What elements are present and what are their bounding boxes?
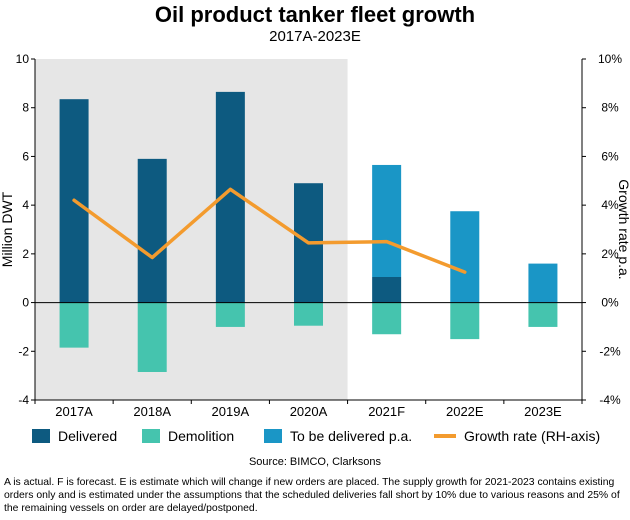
y-tick-label-left: 8	[22, 101, 29, 115]
bar-to-be-delivered	[528, 263, 558, 303]
legend-swatch-delivered	[32, 429, 50, 443]
source-note: Source: BIMCO, Clarksons	[248, 456, 382, 468]
bar-demolition	[59, 302, 89, 348]
legend: Delivered Demolition To be delivered p.a…	[0, 428, 630, 448]
legend-label-demolition: Demolition	[168, 428, 235, 444]
legend-item-growth-rate: Growth rate (RH-axis)	[434, 428, 600, 444]
y-tick-label-right: -2%	[599, 344, 621, 358]
legend-item-delivered: Delivered	[32, 428, 117, 444]
y-tick-label-right: 2%	[601, 247, 619, 261]
growth-rate-point	[385, 240, 388, 243]
bar-demolition	[137, 302, 167, 372]
legend-swatch-to-be-delivered	[264, 429, 282, 443]
bar-to-be-delivered	[372, 164, 402, 277]
y-tick-label-left: 4	[22, 198, 29, 212]
chart-title: Oil product tanker fleet growth	[154, 2, 476, 27]
growth-rate-line	[72, 187, 467, 274]
bar-delivered	[372, 276, 402, 303]
growth-rate-point	[463, 270, 466, 274]
footnote: A is actual. F is forecast. E is estimat…	[4, 477, 620, 514]
y-tick-label-left: 10	[16, 52, 30, 66]
growth-rate-point	[307, 241, 310, 245]
legend-label-growth-rate: Growth rate (RH-axis)	[464, 428, 601, 444]
y-tick-label-right: 6%	[601, 149, 619, 163]
y-tick-label-left: -4	[18, 393, 29, 407]
bar-to-be-delivered	[450, 211, 480, 303]
y-tick-label-right: 0%	[601, 296, 619, 310]
y-tick-label-left: -2	[18, 344, 29, 358]
y-axis-title-right: Growth rate p.a.	[616, 179, 630, 279]
legend-item-demolition: Demolition	[142, 428, 234, 444]
x-tick-label: 2022E	[446, 404, 484, 419]
y-tick-label-right: 10%	[598, 52, 622, 66]
y-tick-label-left: 2	[22, 247, 29, 261]
y-tick-label-left: 0	[22, 296, 29, 310]
y-axis-title-left: Million DWT	[0, 191, 15, 267]
legend-swatch-growth-rate	[434, 434, 456, 438]
fleet-growth-chart: -4 -4% -2 -2% 0 0% 2 2% 4 4% 6 6% 8 8% 10 10% 2017A 2018A…	[0, 52, 630, 419]
bar-demolition	[450, 302, 480, 340]
legend-item-to-be-delivered: To be delivered p.a.	[264, 428, 412, 444]
x-tick-label: 2021F	[368, 404, 405, 419]
bar-demolition	[294, 302, 323, 326]
x-tick-label: 2018A	[133, 404, 171, 419]
x-tick-label: 2023E	[524, 404, 562, 419]
growth-rate-point	[151, 256, 154, 259]
x-tick-label: 2019A	[212, 404, 250, 419]
x-tick-label: 2017A	[55, 404, 93, 419]
bar-demolition	[528, 302, 558, 327]
legend-swatch-demolition	[142, 429, 160, 443]
bar-delivered	[137, 158, 167, 303]
y-tick-label-right: 4%	[601, 198, 619, 212]
x-tick-label: 2020A	[290, 404, 328, 419]
bar-demolition	[215, 302, 245, 327]
legend-label-delivered: Delivered	[58, 428, 118, 444]
y-tick-label-right: 8%	[601, 101, 619, 115]
growth-rate-point	[72, 199, 76, 202]
y-tick-label-left: 6	[22, 149, 29, 163]
bar-demolition	[372, 302, 402, 335]
chart-subtitle: 2017A-2023E	[269, 28, 361, 45]
growth-rate-point	[229, 188, 232, 191]
legend-label-to-be-delivered: To be delivered p.a.	[290, 428, 413, 444]
y-tick-label-right: -4%	[599, 393, 621, 407]
